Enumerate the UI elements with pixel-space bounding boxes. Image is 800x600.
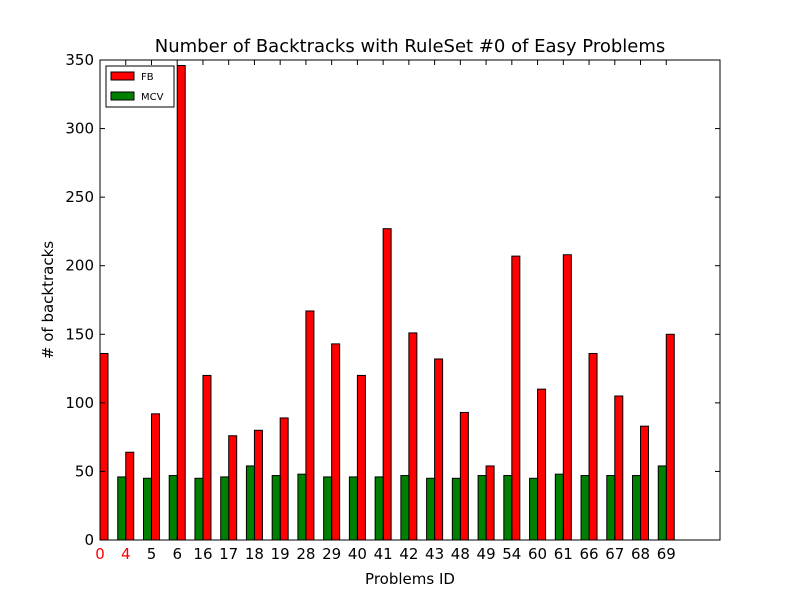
- bar-mcv-49: [477, 475, 487, 541]
- bar-mcv-40: [348, 476, 358, 541]
- bar-fb-29: [331, 343, 341, 541]
- x-tick-label-54: 54: [502, 545, 521, 563]
- x-tick-label-4: 4: [121, 545, 131, 563]
- bar-fb-69: [665, 333, 675, 541]
- legend-label-mcv: MCV: [141, 92, 164, 103]
- legend: FB MCV: [105, 65, 175, 108]
- y-axis-ticks: 0 50 100 150 200 250 300 350: [65, 51, 720, 549]
- x-tick-label-69: 69: [657, 545, 676, 563]
- x-tick-label-29: 29: [322, 545, 341, 563]
- legend-swatch-fb: [110, 71, 135, 81]
- y-tick-label-100: 100: [65, 394, 94, 412]
- bar-mcv-18: [245, 465, 255, 541]
- bar-mcv-66: [580, 475, 590, 541]
- y-tick-label-0: 0: [84, 531, 94, 549]
- y-tick-label-50: 50: [75, 462, 94, 480]
- x-tick-label-60: 60: [528, 545, 547, 563]
- y-axis-label: # of backtracks: [39, 241, 57, 359]
- x-axis-ticks: 0 4 5 6 16 17 18 19 28 29 40 41 42 43 48 49 54 60 61 66 67 68…: [95, 60, 676, 563]
- bar-mcv-69: [657, 465, 667, 541]
- bar-mcv-5: [142, 477, 152, 541]
- y-tick-label-150: 150: [65, 325, 94, 343]
- bar-fb-40: [356, 374, 366, 541]
- bar-mcv-6: [168, 475, 178, 541]
- chart-title: Number of Backtracks with RuleSet #0 of …: [155, 36, 666, 57]
- bar-fb-16: [202, 374, 212, 541]
- bar-mcv-42: [400, 475, 410, 541]
- x-tick-label-18: 18: [245, 545, 264, 563]
- x-tick-label-49: 49: [477, 545, 496, 563]
- y-tick-label-250: 250: [65, 188, 94, 206]
- bar-mcv-16: [194, 477, 204, 541]
- bar-mcv-41: [374, 476, 384, 541]
- bar-fb-5: [150, 413, 160, 541]
- bar-fb-6: [176, 64, 186, 541]
- bar-mcv-68: [632, 475, 642, 541]
- bar-fb-42: [408, 332, 418, 541]
- bar-fb-17: [228, 435, 238, 541]
- bar-mcv-43: [426, 477, 436, 541]
- x-tick-label-66: 66: [579, 545, 598, 563]
- x-axis-label: Problems ID: [365, 570, 455, 588]
- x-tick-label-43: 43: [425, 545, 444, 563]
- bar-fb-18: [253, 429, 263, 541]
- x-tick-label-61: 61: [554, 545, 573, 563]
- bar-fb-41: [382, 228, 392, 541]
- x-tick-label-68: 68: [631, 545, 650, 563]
- bar-fb-61: [562, 254, 572, 541]
- bar-fb-28: [305, 310, 315, 541]
- bar-fb-49: [485, 465, 495, 541]
- x-tick-label-40: 40: [348, 545, 367, 563]
- bar-mcv-28: [297, 473, 307, 541]
- legend-label-fb: FB: [141, 72, 154, 83]
- bar-mcv-4: [117, 476, 127, 541]
- x-tick-label-17: 17: [219, 545, 238, 563]
- legend-swatch-mcv: [110, 91, 135, 101]
- x-tick-label-41: 41: [374, 545, 393, 563]
- bar-mcv-61: [554, 473, 564, 541]
- x-tick-label-16: 16: [193, 545, 212, 563]
- x-tick-label-0: 0: [95, 545, 105, 563]
- bar-mcv-48: [451, 477, 461, 541]
- x-tick-label-19: 19: [271, 545, 290, 563]
- bar-mcv-54: [503, 475, 513, 541]
- bar-fb-67: [614, 395, 624, 541]
- bar-fb-48: [459, 411, 469, 541]
- bar-mcv-19: [271, 475, 281, 541]
- bar-mcv-60: [529, 477, 539, 541]
- bar-fb-19: [279, 417, 289, 541]
- bar-fb-4: [125, 451, 135, 541]
- bar-mcv-29: [323, 476, 333, 541]
- y-tick-label-200: 200: [65, 257, 94, 275]
- x-tick-label-28: 28: [296, 545, 315, 563]
- y-tick-label-350: 350: [65, 51, 94, 69]
- bar-fb-66: [588, 352, 598, 541]
- bar-fb-54: [511, 255, 521, 541]
- plot-area-frame: [99, 59, 721, 541]
- bar-fb-68: [640, 425, 650, 541]
- y-tick-label-300: 300: [65, 120, 94, 138]
- x-tick-label-48: 48: [451, 545, 470, 563]
- x-tick-label-6: 6: [172, 545, 182, 563]
- bar-mcv-67: [606, 475, 616, 541]
- bar-fb-60: [537, 388, 547, 541]
- bar-fb-0: [99, 352, 109, 541]
- x-tick-label-42: 42: [399, 545, 418, 563]
- bar-fb-43: [434, 358, 444, 541]
- bar-mcv-17: [220, 476, 230, 541]
- x-tick-label-5: 5: [147, 545, 157, 563]
- x-tick-label-67: 67: [605, 545, 624, 563]
